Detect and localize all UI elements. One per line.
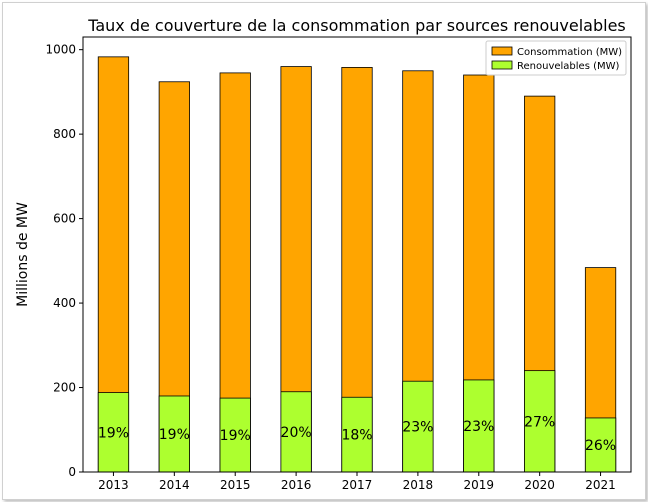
- legend-box: [485, 40, 627, 76]
- x-tick-label: 2015: [220, 478, 251, 492]
- x-tick-label: 2017: [342, 478, 373, 492]
- bars-group: [97, 56, 617, 473]
- bar-renouvelables-2019: [463, 379, 495, 473]
- y-tick-label: 600: [53, 212, 76, 226]
- y-tick-label: 1000: [45, 43, 76, 57]
- bar-renouvelables-2013: [97, 392, 130, 473]
- x-axis-ticks: 2013 2014 2015 2016 2017 2018 2019 2020 2021: [98, 472, 616, 492]
- plot-area-border: [82, 36, 632, 473]
- y-tick-label: 800: [53, 127, 76, 141]
- y-tick-label: 200: [53, 381, 76, 395]
- bar-renouvelables-2016: [280, 391, 312, 473]
- bar-renouvelables-2021: [584, 417, 617, 473]
- x-tick-label: 2016: [281, 478, 312, 492]
- legend-swatch: [491, 60, 513, 70]
- percentage-label: 26%: [585, 438, 616, 454]
- y-tick-label: 400: [53, 296, 76, 310]
- percentage-label: 19%: [98, 425, 129, 441]
- percentage-label: 18%: [341, 428, 372, 444]
- x-tick-label: 2019: [464, 478, 495, 492]
- percentage-label: 23%: [463, 419, 494, 435]
- percentage-label: 19%: [220, 428, 251, 444]
- percentage-labels: 19% 19% 19% 20% 18% 23% 23% 27% 26%: [98, 414, 616, 454]
- x-tick-label: 2020: [524, 478, 555, 492]
- percentage-label: 20%: [281, 425, 312, 441]
- chart-title: Taux de couverture de la consommation pa…: [87, 16, 626, 35]
- y-tick-label: 0: [68, 465, 76, 479]
- percentage-label: 19%: [159, 427, 190, 443]
- legend-label: Consommation (MW): [517, 47, 622, 58]
- x-tick-label: 2014: [159, 478, 190, 492]
- x-tick-label: 2013: [98, 478, 129, 492]
- y-axis-ticks: 0 200 400 600 800 1000: [45, 43, 83, 479]
- bar-renouvelables-2020: [524, 370, 556, 473]
- percentage-label: 23%: [402, 420, 433, 436]
- legend: Consommation (MW) Renouvelables (MW): [485, 40, 627, 76]
- legend-label: Renouvelables (MW): [517, 61, 620, 72]
- bar-renouvelables-2018: [402, 380, 434, 473]
- legend-swatch: [491, 46, 513, 56]
- y-axis-label: Millions de MW: [15, 202, 31, 307]
- bar-renouvelables-2014: [158, 395, 190, 473]
- x-tick-label: 2021: [585, 478, 616, 492]
- percentage-label: 27%: [524, 414, 555, 430]
- x-tick-label: 2018: [403, 478, 434, 492]
